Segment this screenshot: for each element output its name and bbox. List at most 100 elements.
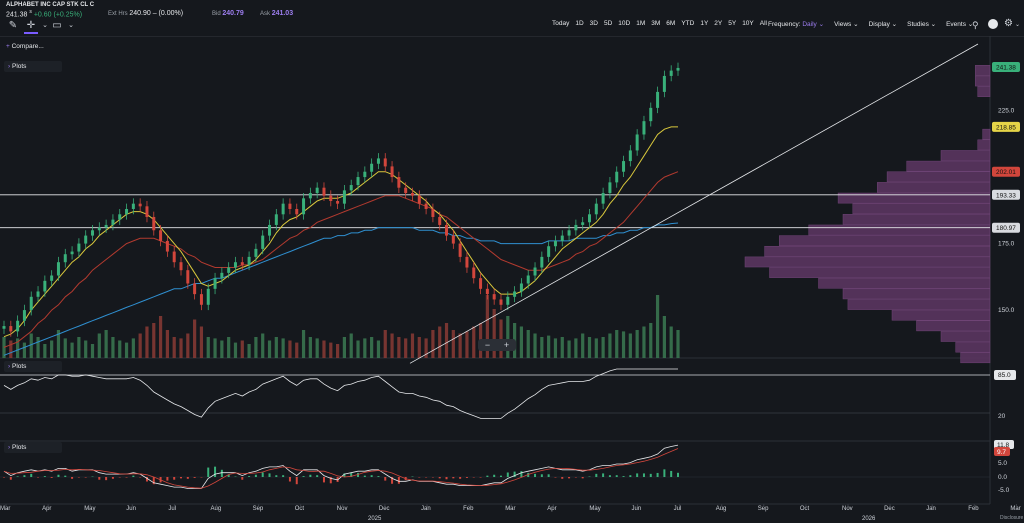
price-value: 241.38 xyxy=(6,11,28,19)
volume-bar xyxy=(608,333,612,358)
plots-toggle-osc2[interactable]: › Plots xyxy=(4,442,62,453)
price-chart[interactable]: 150.0 175.0 225.0 241.38 218.85 202.01 193.33 1… xyxy=(0,36,1024,523)
volume-bar xyxy=(301,330,306,358)
views-menu[interactable]: Views ⌄ xyxy=(834,21,859,28)
volume-bar xyxy=(581,333,585,358)
range-today[interactable]: Today xyxy=(552,20,570,27)
candle-body xyxy=(152,216,156,231)
disclosure-link[interactable]: Disclosure xyxy=(1000,515,1024,521)
volume-profile-bar xyxy=(886,171,991,183)
volume-bar xyxy=(179,338,183,358)
display-menu[interactable]: Display ⌄ xyxy=(868,21,898,28)
range-6m[interactable]: 6M xyxy=(666,20,676,27)
theme-icon[interactable] xyxy=(988,19,998,29)
candle-body xyxy=(519,283,523,292)
zoom-in-button[interactable]: + xyxy=(503,340,510,350)
range-1m[interactable]: 1M xyxy=(636,20,646,27)
x-axis-month-label: Apr xyxy=(42,506,51,512)
zoom-out-button[interactable]: − xyxy=(484,340,491,350)
osc2-hist-bar xyxy=(98,477,101,480)
gear-icon[interactable]: ⚙ xyxy=(1004,18,1013,29)
events-label: Events xyxy=(946,21,966,28)
candle-body xyxy=(642,121,646,135)
range-10y[interactable]: 10Y xyxy=(742,20,754,27)
price-badge xyxy=(992,166,1020,177)
candle-body xyxy=(138,203,142,207)
volume-profile-bar xyxy=(779,235,991,246)
volume-bar xyxy=(152,323,156,358)
volume-profile-bar xyxy=(818,277,991,289)
osc2-hist-bar xyxy=(207,467,210,477)
candle-body xyxy=(36,291,40,297)
compare-button[interactable]: + Compare... xyxy=(6,43,44,50)
drawing-tools-icon[interactable]: ⚲ xyxy=(972,20,979,30)
candle-body xyxy=(2,326,6,329)
candle-body xyxy=(233,262,237,268)
osc2-hist-bar xyxy=(350,472,353,477)
chevron-down-icon[interactable]: ⌄ xyxy=(1015,22,1021,28)
volume-bar xyxy=(519,326,524,358)
plots-toggle-osc1[interactable]: › Plots xyxy=(4,361,62,372)
osc2-hist-bar xyxy=(125,477,128,478)
range-10d[interactable]: 10D xyxy=(618,20,631,27)
osc2-hist-bar xyxy=(275,475,278,477)
chevron-down-icon[interactable]: ⌄ xyxy=(42,22,48,29)
range-5d[interactable]: 5D xyxy=(603,20,613,27)
range-ytd[interactable]: YTD xyxy=(681,20,695,27)
candle-body xyxy=(206,288,210,305)
display-label: Display xyxy=(868,21,890,28)
volume-profile xyxy=(744,65,991,364)
frequency-value: Daily xyxy=(802,21,817,28)
candle-body xyxy=(370,163,374,172)
volume-bar xyxy=(281,338,285,358)
volume-bar xyxy=(267,340,272,358)
osc2-hist-bar xyxy=(105,477,108,481)
volume-bar xyxy=(322,340,326,358)
volume-bar xyxy=(472,326,476,358)
volume-profile-bar xyxy=(940,331,991,342)
studies-menu[interactable]: Studies ⌄ xyxy=(907,21,937,28)
volume-bar xyxy=(335,344,340,358)
crosshair-icon[interactable]: ✛ xyxy=(24,20,38,34)
candle-body xyxy=(247,256,251,265)
candle-body xyxy=(302,198,306,215)
osc2-hist-bar xyxy=(581,477,584,479)
x-axis-month-label: May xyxy=(589,506,600,512)
range-all[interactable]: All xyxy=(759,20,767,27)
volume-bar xyxy=(295,342,299,358)
x-axis-month-label: Dec xyxy=(379,506,390,512)
range-3d[interactable]: 3D xyxy=(589,20,598,27)
x-axis-month-label: Mar xyxy=(0,506,10,512)
volume-bar xyxy=(213,338,217,358)
range-3m[interactable]: 3M xyxy=(651,20,661,27)
price-badge xyxy=(992,61,1020,72)
candle-body xyxy=(485,288,489,295)
volume-bar xyxy=(233,342,238,358)
range-5y[interactable]: 5Y xyxy=(728,20,737,27)
osc2-hist-bar xyxy=(649,473,652,477)
pencil-icon[interactable]: ✎ xyxy=(8,20,18,31)
candle-body xyxy=(111,219,115,225)
candle-body xyxy=(159,230,163,241)
volume-bar xyxy=(669,326,673,358)
osc2-hist-bar xyxy=(363,475,366,477)
price-tick-label: 175.0 xyxy=(998,241,1015,248)
volume-bar xyxy=(22,342,27,358)
range-2y[interactable]: 2Y xyxy=(714,20,723,27)
osc2-badge-label: 9.7 xyxy=(997,449,1006,456)
chevron-down-icon[interactable]: ⌄ xyxy=(68,22,74,29)
volume-bar xyxy=(485,295,489,358)
range-1y[interactable]: 1Y xyxy=(700,20,709,27)
plots-toggle-main[interactable]: › Plots xyxy=(4,61,62,72)
candle-body xyxy=(445,224,449,236)
volume-bar xyxy=(9,340,13,358)
price-badge-label: 218.85 xyxy=(996,124,1016,131)
events-menu[interactable]: Events ⌄ xyxy=(946,21,974,28)
volume-bar xyxy=(567,340,571,358)
osc2-hist-bar xyxy=(152,477,155,485)
comment-icon[interactable]: ▭ xyxy=(52,20,62,31)
volume-bar xyxy=(172,337,176,358)
osc2-hist-bar xyxy=(513,471,516,477)
frequency-menu[interactable]: Frequency: Daily ⌄ xyxy=(768,20,824,32)
range-1d[interactable]: 1D xyxy=(575,20,584,27)
